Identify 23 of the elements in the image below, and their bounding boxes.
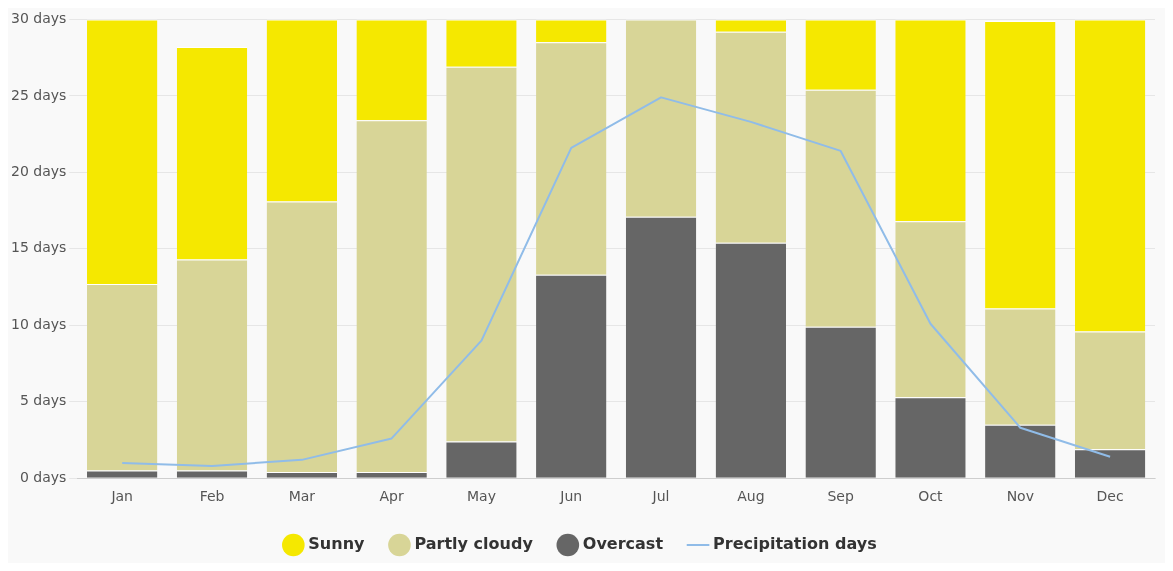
y-tick-label: 10 days bbox=[11, 315, 67, 332]
y-tick-label: 0 days bbox=[19, 468, 67, 485]
x-tick-label: Aug bbox=[737, 488, 765, 505]
x-tick-label: Nov bbox=[1006, 488, 1034, 505]
x-tick-label: May bbox=[466, 488, 496, 505]
y-tick-label: 30 days bbox=[11, 10, 67, 27]
x-tick-label: Jan bbox=[110, 488, 134, 505]
x-tick-label: Apr bbox=[379, 488, 404, 505]
y-tick-label: 5 days bbox=[19, 392, 67, 409]
y-tick-label: 20 days bbox=[11, 162, 67, 179]
x-tick-label: Dec bbox=[1096, 488, 1124, 505]
legend-label: Overcast bbox=[582, 534, 664, 554]
x-tick-label: Jul bbox=[651, 488, 670, 505]
y-tick-label: 25 days bbox=[11, 86, 67, 103]
x-tick-label: Jun bbox=[559, 488, 583, 505]
x-tick-label: Feb bbox=[199, 488, 225, 505]
y-tick-label: 15 days bbox=[11, 239, 67, 256]
x-tick-label: Mar bbox=[288, 488, 316, 505]
legend-label: Sunny bbox=[308, 534, 366, 554]
x-tick-label: Oct bbox=[918, 488, 944, 505]
x-tick-label: Sep bbox=[827, 488, 854, 505]
legend-label: Precipitation days bbox=[713, 534, 877, 554]
legend-label: Partly cloudy bbox=[414, 534, 534, 554]
